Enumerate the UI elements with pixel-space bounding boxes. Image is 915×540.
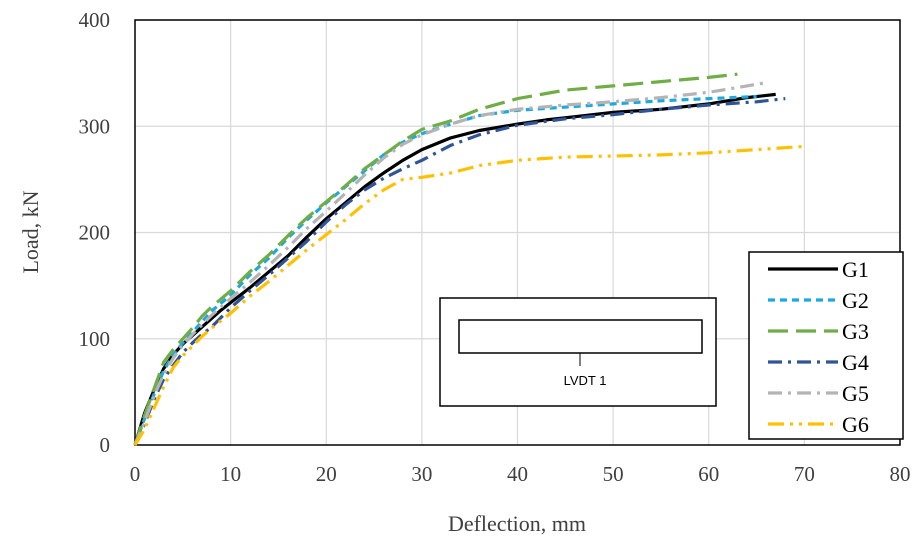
y-tick-label: 400 xyxy=(79,8,111,32)
y-tick-label: 300 xyxy=(79,114,111,138)
legend-label-g6: G6 xyxy=(842,412,869,437)
x-axis-title: Deflection, mm xyxy=(448,511,586,536)
x-tick-label: 40 xyxy=(507,462,528,486)
legend-label-g2: G2 xyxy=(842,288,869,313)
x-tick-label: 70 xyxy=(794,462,815,486)
beam-shape xyxy=(458,319,703,354)
y-tick-label: 200 xyxy=(79,221,111,245)
legend-label-g1: G1 xyxy=(842,257,869,282)
axes: 0 10 20 30 40 50 60 70 80 0 100 200 300 400 xyxy=(79,8,911,486)
x-tick-label: 80 xyxy=(890,462,911,486)
y-tick-label: 100 xyxy=(79,327,111,351)
legend-label-g3: G3 xyxy=(842,319,869,344)
x-tick-label: 50 xyxy=(603,462,624,486)
y-tick-label: 0 xyxy=(100,433,111,457)
x-tick-label: 20 xyxy=(316,462,337,486)
x-tick-label: 0 xyxy=(130,462,141,486)
y-axis-title: Load, kN xyxy=(18,190,43,273)
inset-label: LVDT 1 xyxy=(564,373,607,388)
plot-frame xyxy=(134,19,901,446)
series-line-g4 xyxy=(133,97,786,446)
x-tick-label: 10 xyxy=(220,462,241,486)
series-line-g6 xyxy=(133,144,805,446)
series-lines xyxy=(133,72,805,446)
x-tick-label: 60 xyxy=(698,462,719,486)
series-line-g3 xyxy=(133,72,738,446)
legend: G1 G2 G3 G4 G5 G6 xyxy=(748,251,904,440)
legend-frame xyxy=(748,251,904,440)
inset-diagram: LVDT 1 xyxy=(439,297,717,407)
legend-label-g4: G4 xyxy=(842,350,869,375)
x-tick-label: 30 xyxy=(411,462,432,486)
legend-label-g5: G5 xyxy=(842,381,869,406)
